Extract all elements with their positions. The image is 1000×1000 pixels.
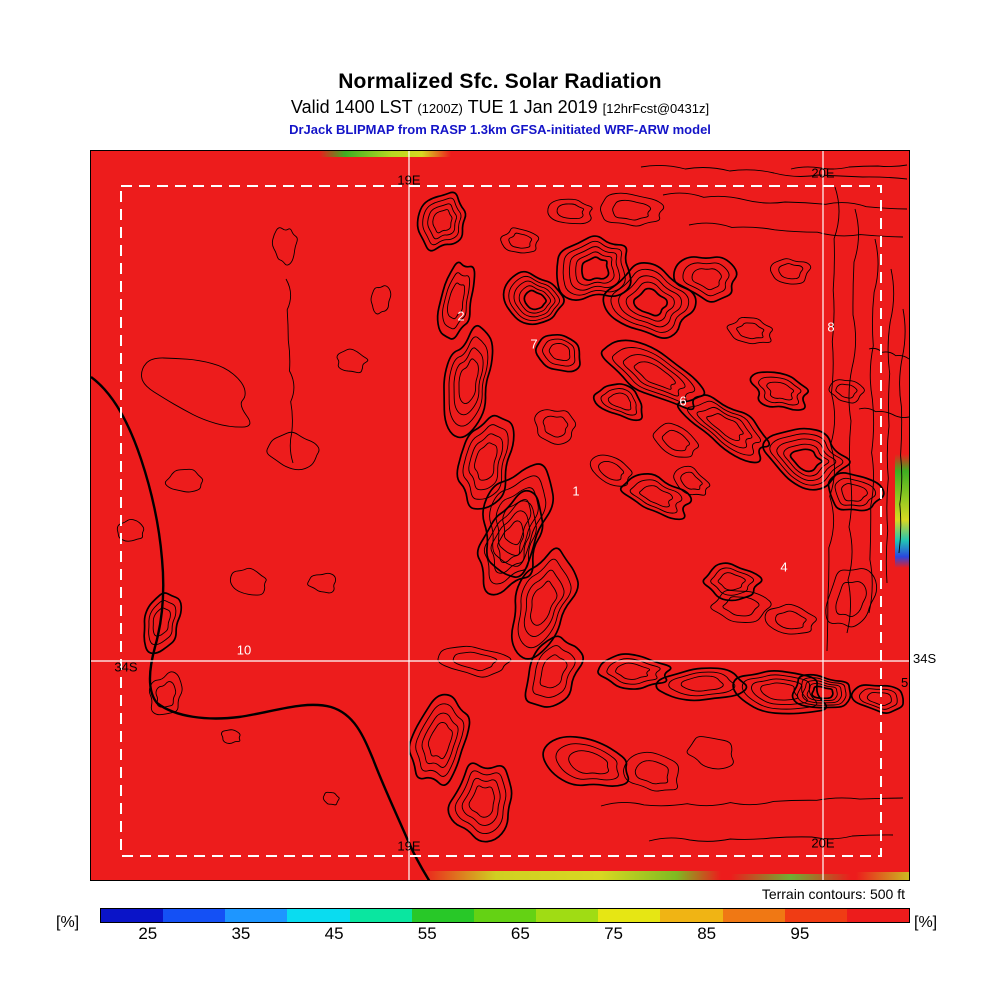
colorbar-segment [536,909,599,922]
station-number-1: 1 [572,483,580,499]
colorbar-tick-label: 65 [510,924,530,943]
low-radiation-strip-bottom [421,871,721,880]
low-radiation-strip-top [319,151,451,157]
station-number-8: 8 [827,319,835,335]
colorbar-unit-right: [%] [914,914,938,931]
colorbar-tick-label: 55 [417,924,437,943]
low-radiation-strip-bottom [856,872,909,880]
colorbar-segment [349,909,412,922]
valid-time-line: Valid 1400 LST (1200Z) TUE 1 Jan 2019 [1… [0,97,1000,118]
plot-title: Normalized Sfc. Solar Radiation [338,70,662,93]
colorbar-tick-label: 85 [697,924,717,943]
colorbar-unit-left: [%] [56,914,80,931]
colorbar-segment [411,909,474,922]
station-number-4: 4 [780,559,788,575]
coastline [91,376,431,880]
valid-prefix: Valid 1400 LST [290,97,413,117]
grid-label-lat-left: 34S [114,659,138,675]
colorbar-segment [598,909,661,922]
station-number-2: 2 [457,308,465,324]
colorbar-row: [%] [%] 25 35 45 55 65 75 85 95 [0,905,1000,955]
colorbar-segment [846,909,910,922]
valid-zulu: (1200Z) [417,101,463,116]
colorbar-tick-label: 95 [790,924,810,943]
colorbar-segments [100,908,910,923]
station-number-6: 6 [679,393,687,409]
station-number-7: 7 [530,336,538,352]
colorbar-tick-label: 75 [604,924,623,943]
colorbar-segment [101,909,164,922]
low-radiation-strip-right [895,454,909,568]
colorbar-segment [784,909,847,922]
colorbar-segment [287,909,350,922]
grid-label-lon-top-left: 19E [397,172,421,188]
valid-date: TUE 1 Jan 2019 [467,97,598,117]
colorbar-segment [225,909,288,922]
colorbar-tick-label: 35 [231,924,251,943]
grid-label-lon-top-right: 20E [811,165,835,181]
station-number-5: 5 [901,675,909,690]
low-radiation-strip-bottom [731,874,851,880]
model-domain-inset-box [120,185,882,857]
model-line: DrJack BLIPMAP from RASP 1.3km GFSA-init… [289,122,711,137]
colorbar-segment [473,909,537,922]
station-number-10: 10 [236,642,252,658]
grid-label-lon-bottom-left: 19E [397,838,421,854]
plot-header: Normalized Sfc. Solar Radiation Valid 14… [0,70,1000,137]
grid-label-lon-bottom-right: 20E [811,835,835,851]
colorbar-segment [163,909,226,922]
colorbar-segment [722,909,785,922]
colorbar-tick-label: 25 [138,924,158,943]
grid-label-lat-right: 34S [913,651,937,666]
valid-fcst: [12hrFcst@0431z] [602,101,710,116]
colorbar-tick-label: 45 [324,924,344,943]
map-overlay-svg [91,151,909,880]
colorbar-ticks: 25 35 45 55 65 75 85 95 [100,924,910,946]
map-plot: 19E 20E 19E 20E 34S 2 7 8 6 1 4 10 [90,150,910,881]
terrain-contour-note: Terrain contours: 500 ft [761,886,905,902]
colorbar-segment [660,909,723,922]
terrain-contours [116,164,909,843]
